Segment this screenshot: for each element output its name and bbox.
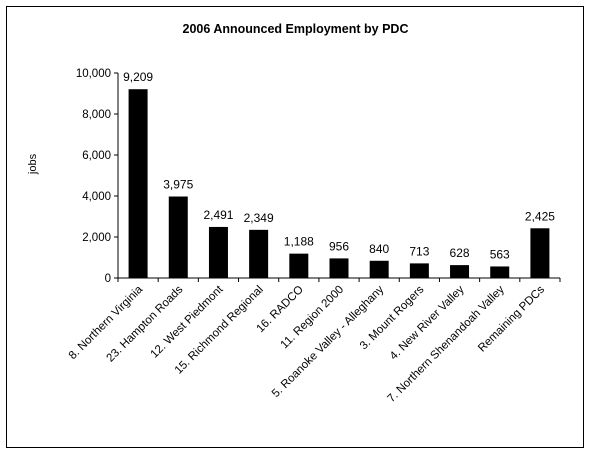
x-tick-label: 23. Hampton Roads (105, 283, 186, 364)
bar (249, 229, 269, 278)
bar (289, 253, 309, 278)
y-tick-label: 4,000 (82, 191, 111, 203)
x-tick-label: 8. Northern Virginia (67, 283, 146, 362)
chart-title: 2006 Announced Employment by PDC (182, 22, 409, 36)
data-label: 628 (450, 246, 470, 260)
y-tick-label: 6,000 (82, 150, 111, 162)
data-label: 840 (369, 242, 389, 256)
data-label: 1,188 (284, 235, 314, 249)
bars (128, 89, 550, 278)
data-label: 563 (490, 247, 510, 261)
bar (409, 263, 429, 278)
data-label: 713 (409, 244, 429, 258)
bar (168, 196, 188, 278)
y-axis-label: jobs (27, 153, 39, 175)
x-tick-label: 12. West Piedmont (149, 283, 227, 361)
data-label: 956 (329, 239, 349, 253)
y-tick-label: 10,000 (76, 68, 111, 80)
data-label: 3,975 (163, 178, 193, 192)
y-tick-label: 2,000 (82, 232, 111, 244)
x-tick-label: 4. New River Valley (388, 283, 467, 362)
chart-frame (6, 6, 584, 448)
bar (369, 260, 389, 278)
bar (329, 258, 349, 278)
data-label: 2,349 (244, 211, 274, 225)
data-labels: 9,209 3,975 2,491 2,349 1,188 956 840 713 628 563… (123, 70, 555, 261)
y-tick-label: 0 (105, 273, 111, 285)
bar (208, 226, 228, 278)
data-label: 9,209 (123, 70, 153, 84)
bar (450, 265, 470, 278)
data-label: 2,491 (203, 208, 233, 222)
y-tick-label: 8,000 (82, 109, 111, 121)
bar (530, 228, 550, 278)
data-label: 2,425 (525, 209, 555, 223)
bar (128, 89, 148, 278)
bar (490, 266, 510, 278)
